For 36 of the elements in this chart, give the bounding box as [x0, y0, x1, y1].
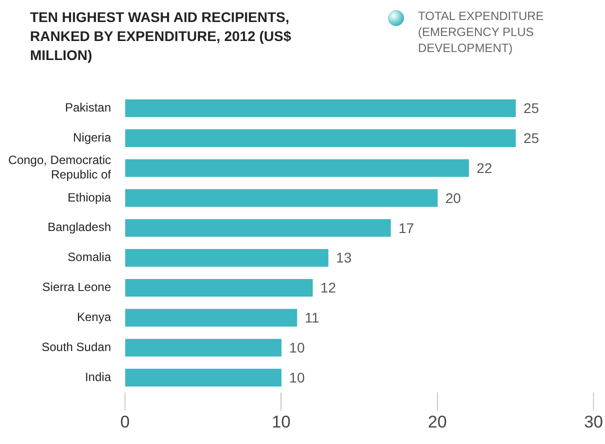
bar: [125, 308, 298, 327]
y-tick-label: Nigeria: [72, 130, 112, 144]
bar: [125, 159, 469, 177]
bar: [125, 189, 438, 207]
bar: [125, 368, 282, 386]
y-tick-label: Bangladesh: [48, 220, 111, 234]
x-tick-label: 10: [272, 412, 291, 432]
x-tick-label: 30: [584, 412, 604, 432]
data-label: 12: [320, 280, 336, 296]
bar: [125, 249, 328, 267]
y-tick-label: Sierra Leone: [42, 280, 112, 294]
y-tick-label: South Sudan: [42, 340, 111, 354]
chart-title: TEN HIGHEST WASH AID RECIPIENTS, RANKED BY EXPENDITURE, 2012 (US$ MILLION): [30, 8, 292, 65]
y-tick-label: Congo, Democratic Republic of: [8, 153, 112, 182]
y-tick-label: Kenya: [76, 310, 112, 324]
data-label: 11: [304, 310, 320, 326]
bar: [125, 219, 391, 237]
y-tick-label: India: [84, 370, 112, 384]
bar: [125, 129, 516, 147]
data-label: 10: [289, 340, 305, 356]
y-tick-label: Somalia: [68, 250, 112, 264]
data-label: 17: [398, 220, 414, 236]
data-label: 20: [445, 190, 462, 206]
data-label: 25: [523, 130, 540, 146]
bar: [125, 338, 282, 357]
bar: [125, 99, 516, 117]
data-label: 22: [476, 160, 492, 176]
bar: [125, 278, 313, 297]
y-tick-label: Ethiopia: [68, 190, 112, 204]
data-label: 13: [336, 250, 352, 266]
legend-label: TOTAL EXPENDITURE (EMERGENCY PLUS DEVELOPMENT): [418, 8, 545, 56]
x-tick-label: 20: [428, 412, 447, 432]
data-label: 25: [523, 100, 540, 116]
x-tick-label: 0: [120, 412, 130, 432]
y-tick-label: Pakistan: [64, 100, 111, 114]
data-label: 10: [289, 369, 305, 386]
